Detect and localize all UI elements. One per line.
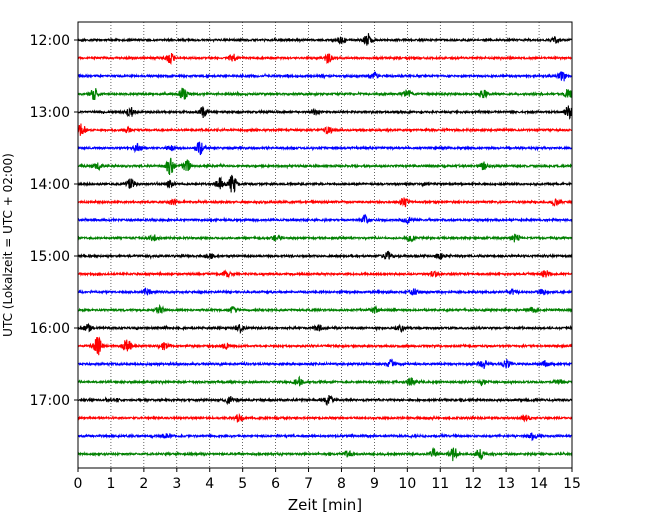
x-tick-label: 13 <box>497 476 515 492</box>
seismic-trace <box>77 358 573 369</box>
x-tick-label: 9 <box>370 476 379 492</box>
x-axis-ticks: 0 1 2 3 4 5 6 7 8 9 10 11 12 13 14 15 <box>74 468 581 492</box>
x-tick-label: 6 <box>271 476 280 492</box>
seismic-trace <box>77 303 573 315</box>
seismic-trace <box>77 322 573 335</box>
x-tick-label: 14 <box>530 476 548 492</box>
trace-layer <box>77 33 573 462</box>
seismic-trace <box>77 52 573 65</box>
x-tick-label: 10 <box>398 476 416 492</box>
seismic-trace <box>77 87 573 100</box>
plot-area <box>78 22 572 468</box>
x-tick-label: 5 <box>238 476 247 492</box>
x-tick-label: 15 <box>563 476 581 492</box>
grid-lines <box>110 22 540 468</box>
seismic-trace <box>77 250 573 261</box>
seismic-trace <box>77 174 573 194</box>
seismic-trace <box>77 446 573 462</box>
seismic-trace <box>77 395 573 406</box>
y-axis-ticks: 12:00 13:00 14:00 15:00 16:00 17:00 <box>30 33 78 409</box>
y-tick-label: 13:00 <box>30 105 70 121</box>
seismic-trace <box>77 197 573 208</box>
x-tick-label: 11 <box>431 476 449 492</box>
x-tick-label: 0 <box>74 476 83 492</box>
seismic-trace <box>77 213 573 226</box>
seismic-trace <box>77 432 573 442</box>
y-tick-label: 15:00 <box>30 249 70 265</box>
x-tick-label: 1 <box>106 476 115 492</box>
y-tick-label: 12:00 <box>30 33 70 49</box>
y-axis-label: UTC (Lokalzeit = UTC + 02:00) <box>1 153 15 337</box>
x-tick-label: 2 <box>139 476 148 492</box>
seismic-trace <box>77 141 573 156</box>
y-tick-label: 14:00 <box>30 177 70 193</box>
y-tick-label: 16:00 <box>30 321 70 337</box>
seismic-trace <box>77 336 573 356</box>
seismic-trace <box>77 269 573 279</box>
x-tick-label: 3 <box>172 476 181 492</box>
seismic-trace <box>77 105 573 120</box>
x-tick-label: 8 <box>337 476 346 492</box>
seismic-trace <box>77 287 573 296</box>
seismic-trace <box>77 412 573 423</box>
y-tick-label: 17:00 <box>30 393 70 409</box>
seismic-trace <box>77 33 573 46</box>
seismic-trace <box>77 123 573 136</box>
x-axis-label: Zeit [min] <box>288 496 362 514</box>
seismic-trace <box>77 233 573 243</box>
seismic-trace <box>77 157 573 176</box>
plot-frame <box>77 21 573 469</box>
seismic-trace <box>77 71 573 82</box>
x-tick-label: 12 <box>464 476 482 492</box>
seismic-trace <box>77 375 573 387</box>
x-tick-label: 7 <box>304 476 313 492</box>
x-tick-label: 4 <box>205 476 214 492</box>
